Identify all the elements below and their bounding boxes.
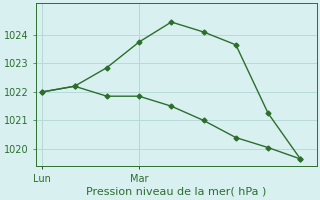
X-axis label: Pression niveau de la mer( hPa ): Pression niveau de la mer( hPa ) [86, 187, 266, 197]
